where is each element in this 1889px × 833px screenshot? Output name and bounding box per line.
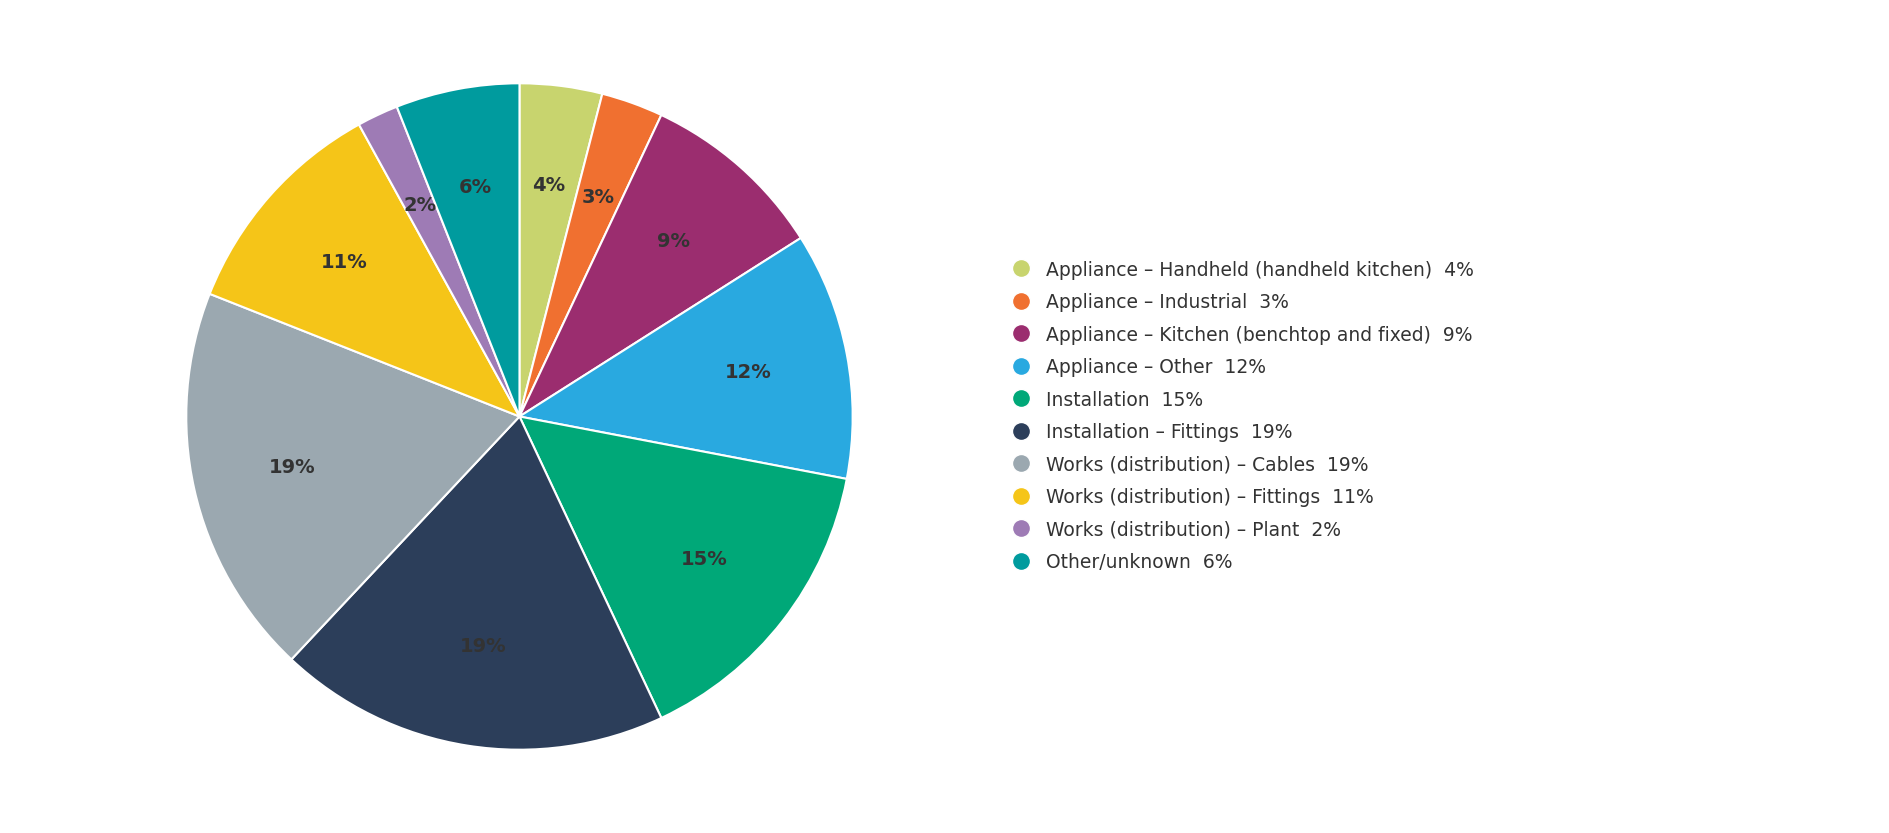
Text: 19%: 19% bbox=[459, 637, 506, 656]
Wedge shape bbox=[187, 294, 519, 660]
Wedge shape bbox=[397, 83, 519, 417]
Wedge shape bbox=[359, 107, 519, 416]
Wedge shape bbox=[519, 94, 661, 416]
Text: 2%: 2% bbox=[404, 196, 436, 215]
Wedge shape bbox=[519, 115, 801, 416]
Wedge shape bbox=[519, 416, 846, 718]
Text: 12%: 12% bbox=[725, 363, 773, 382]
Text: 11%: 11% bbox=[321, 252, 368, 272]
Text: 6%: 6% bbox=[459, 178, 493, 197]
Text: 3%: 3% bbox=[582, 187, 616, 207]
Wedge shape bbox=[291, 416, 661, 750]
Text: 15%: 15% bbox=[680, 550, 727, 569]
Text: 4%: 4% bbox=[533, 176, 565, 195]
Wedge shape bbox=[519, 83, 603, 417]
Text: 19%: 19% bbox=[268, 458, 315, 476]
Text: 9%: 9% bbox=[657, 232, 689, 251]
Wedge shape bbox=[519, 238, 852, 479]
Wedge shape bbox=[210, 124, 519, 416]
Legend: Appliance – Handheld (handheld kitchen)  4%, Appliance – Industrial  3%, Applian: Appliance – Handheld (handheld kitchen) … bbox=[1013, 261, 1473, 572]
